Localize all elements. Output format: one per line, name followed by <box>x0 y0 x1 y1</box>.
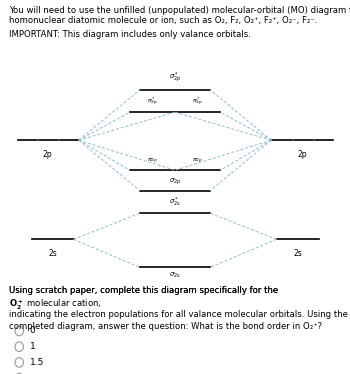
Text: You will need to use the unfilled (unpopulated) molecular-orbital (MO) diagram f: You will need to use the unfilled (unpop… <box>9 6 350 15</box>
Text: $\sigma_{2s}$: $\sigma_{2s}$ <box>169 270 181 280</box>
Text: $\pi^*_{2p}$: $\pi^*_{2p}$ <box>147 96 158 108</box>
Text: Using scratch paper, complete this diagram specifically for the: Using scratch paper, complete this diagr… <box>9 286 281 295</box>
Text: 2p: 2p <box>42 150 52 159</box>
Text: completed diagram, answer the question: What is the bond order in O₂⁺?: completed diagram, answer the question: … <box>9 322 322 331</box>
Text: 1: 1 <box>30 342 35 351</box>
Text: $\bf{O_2^+}$ molecular cation,: $\bf{O_2^+}$ molecular cation, <box>9 298 101 312</box>
Text: homonuclear diatomic molecule or ion, such as O₂, F₂, O₂⁺, F₂⁺, O₂⁻, F₂⁻.: homonuclear diatomic molecule or ion, su… <box>9 16 317 25</box>
Text: IMPORTANT: This diagram includes only valance orbitals.: IMPORTANT: This diagram includes only va… <box>9 30 251 39</box>
Text: $\pi^*_{2p}$: $\pi^*_{2p}$ <box>192 96 203 108</box>
Text: $\sigma^*_{2p}$: $\sigma^*_{2p}$ <box>169 71 181 85</box>
Text: indicating the electron populations for all valance molecular orbitals. Using th: indicating the electron populations for … <box>9 310 348 319</box>
Text: 2s: 2s <box>293 249 302 258</box>
Text: $\pi_{2p}$: $\pi_{2p}$ <box>147 157 158 166</box>
Text: 1.5: 1.5 <box>30 358 44 367</box>
Text: 2p: 2p <box>298 150 308 159</box>
Text: $\sigma_{2p}$: $\sigma_{2p}$ <box>169 177 181 187</box>
Text: Using scratch paper, complete this diagram specifically for the: Using scratch paper, complete this diagr… <box>9 286 281 295</box>
Text: 2s: 2s <box>48 249 57 258</box>
Text: $\sigma^*_{2s}$: $\sigma^*_{2s}$ <box>169 196 181 209</box>
Text: $\pi_{2p}$: $\pi_{2p}$ <box>192 157 203 166</box>
Text: 0: 0 <box>30 327 35 335</box>
